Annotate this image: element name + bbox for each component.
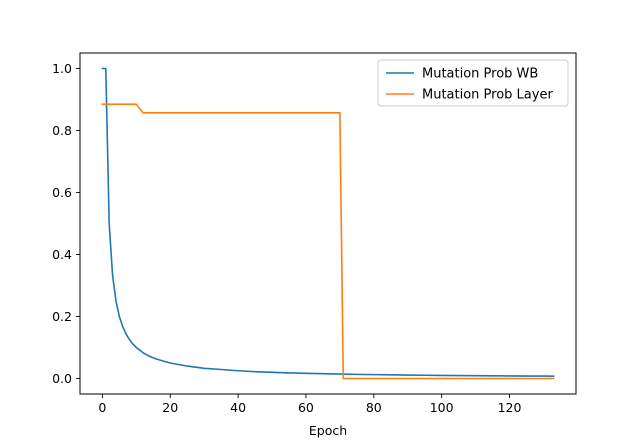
legend-label-2: Mutation Prob Layer: [422, 88, 553, 103]
axes-frame: [79, 52, 577, 395]
series-line-2: [101, 103, 555, 380]
x-axis-label: Epoch: [309, 423, 347, 438]
y-tick-label: 0.2: [52, 309, 72, 324]
legend-box: [377, 59, 569, 107]
x-tick-label: 20: [162, 400, 178, 415]
series-line-1: [101, 67, 555, 377]
x-tick-label: 80: [366, 400, 382, 415]
x-axis-ticks: 0 20 40 60 80 100 120: [98, 394, 521, 415]
legend-label-1: Mutation Prob WB: [422, 67, 538, 82]
x-tick-label: 0: [98, 400, 106, 415]
y-tick-label: 1.0: [52, 61, 72, 76]
y-tick-label: 0.6: [52, 185, 72, 200]
y-tick-label: 0.4: [52, 247, 72, 262]
y-axis-ticks: 0.0 0.2 0.4 0.6 0.8 1.0: [52, 61, 80, 386]
legend: Mutation Prob WB Mutation Prob Layer: [377, 59, 569, 107]
y-tick-label: 0.8: [52, 123, 72, 138]
x-tick-label: 100: [430, 400, 454, 415]
plot-lines: [101, 67, 555, 380]
x-tick-label: 60: [298, 400, 314, 415]
y-tick-label: 0.0: [52, 371, 72, 386]
x-tick-label: 120: [498, 400, 522, 415]
x-tick-label: 40: [230, 400, 246, 415]
